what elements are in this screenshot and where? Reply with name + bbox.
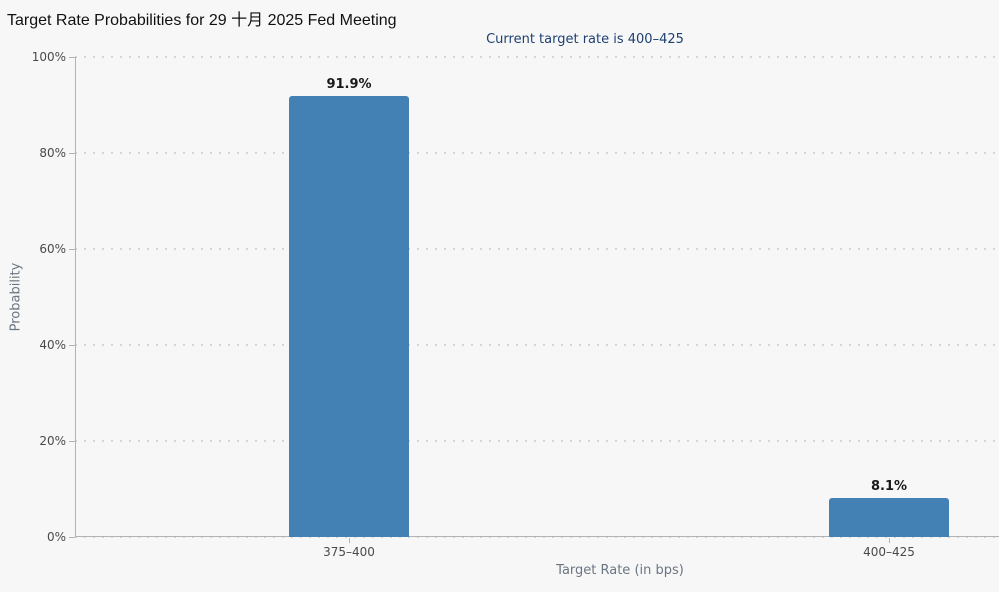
x-axis-title: Target Rate (in bps) [556, 563, 684, 578]
y-tick-label: 80% [39, 146, 66, 160]
chart-title: Target Rate Probabilities for 29 十月 2025… [7, 12, 397, 29]
y-tick-mark [69, 153, 75, 154]
y-tick-label: 40% [39, 338, 66, 352]
x-tick-mark [889, 538, 890, 543]
y-tick-label: 0% [46, 530, 66, 544]
y-tick-mark [69, 441, 75, 442]
x-tick-label: 400–425 [863, 545, 915, 559]
y-tick-label: 60% [39, 242, 66, 256]
x-tick-label: 375–400 [323, 545, 375, 559]
x-axis-line [75, 536, 999, 537]
y-axis-line [75, 57, 76, 537]
plot-area: 91.9% 8.1% [75, 56, 999, 538]
x-tick-mark [349, 538, 350, 543]
y-gridline [75, 248, 999, 250]
y-axis-title: Probability [8, 262, 24, 332]
y-gridline [75, 152, 999, 154]
y-gridline [75, 440, 999, 442]
y-tick-mark [69, 345, 75, 346]
y-tick-mark [69, 537, 75, 538]
y-gridline [75, 56, 999, 58]
chart-subtitle: Current target rate is 400–425 [486, 32, 684, 47]
y-tick-label: 100% [31, 50, 66, 64]
bar-value-label: 91.9% [326, 76, 372, 92]
y-tick-mark [69, 249, 75, 250]
y-gridline [75, 344, 999, 346]
y-tick-mark [69, 57, 75, 58]
y-tick-label: 20% [39, 434, 66, 448]
bar-value-label: 8.1% [870, 479, 908, 495]
probability-bar[interactable] [829, 498, 949, 537]
probability-bar[interactable] [289, 95, 409, 537]
